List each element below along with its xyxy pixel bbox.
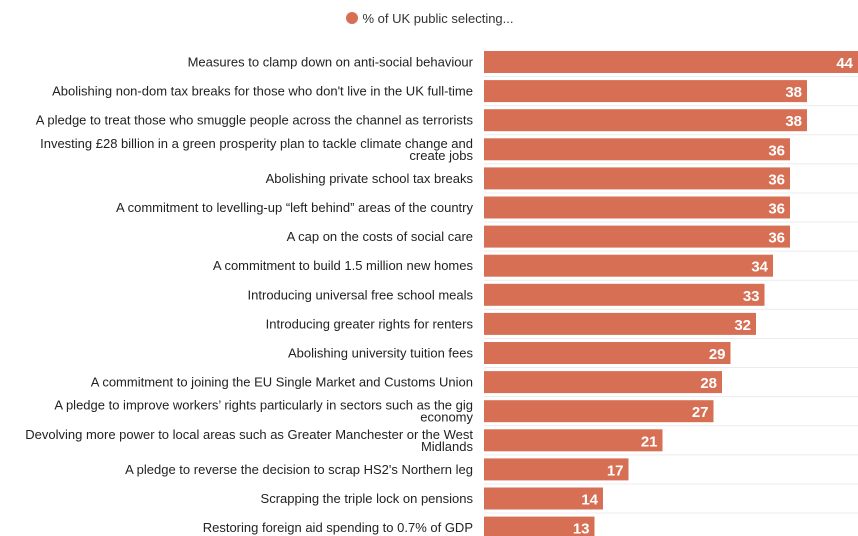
data-label: 33 xyxy=(743,288,760,305)
legend-item: % of UK public selecting... xyxy=(346,10,514,26)
data-label: 27 xyxy=(692,404,709,421)
legend-swatch-icon xyxy=(346,12,359,24)
data-label: 13 xyxy=(573,521,590,536)
data-label: 28 xyxy=(700,375,717,392)
bar xyxy=(484,458,629,481)
bar xyxy=(484,516,595,536)
category-label: Scrapping the triple lock on pensions xyxy=(261,491,474,506)
category-label: Investing £28 billion in a green prosper… xyxy=(40,136,473,163)
category-label: A cap on the costs of social care xyxy=(287,229,473,244)
bar xyxy=(484,487,603,510)
category-label: Abolishing private school tax breaks xyxy=(266,171,474,186)
category-label: A pledge to reverse the decision to scra… xyxy=(125,462,473,477)
category-label: Restoring foreign aid spending to 0.7% o… xyxy=(203,520,473,535)
data-label: 21 xyxy=(641,433,658,450)
bar xyxy=(484,196,790,219)
data-label: 44 xyxy=(836,55,853,72)
category-label: A commitment to build 1.5 million new ho… xyxy=(213,258,474,273)
chart-legend: % of UK public selecting... xyxy=(0,8,858,28)
bar xyxy=(484,283,765,306)
data-label: 29 xyxy=(709,346,726,363)
category-label: A commitment to joining the EU Single Ma… xyxy=(91,375,473,390)
data-label: 36 xyxy=(768,201,785,218)
category-label: Measures to clamp down on anti-social be… xyxy=(188,55,474,70)
bar xyxy=(484,429,663,452)
category-label: A commitment to levelling-up “left behin… xyxy=(116,200,473,215)
bar xyxy=(484,254,773,277)
data-label: 36 xyxy=(768,171,785,188)
bar xyxy=(484,51,858,73)
bar xyxy=(484,109,807,132)
data-label: 17 xyxy=(607,462,624,479)
category-label: A pledge to improve workers’ rights part… xyxy=(54,398,473,425)
bar xyxy=(484,225,790,248)
legend-label: % of UK public selecting... xyxy=(362,10,514,26)
data-label: 38 xyxy=(785,113,802,130)
category-label: Devolving more power to local areas such… xyxy=(25,427,473,454)
category-label: Introducing universal free school meals xyxy=(248,287,474,302)
category-label: Abolishing university tuition fees xyxy=(288,346,473,361)
bar xyxy=(484,371,722,394)
data-label: 36 xyxy=(768,230,785,247)
data-label: 34 xyxy=(751,259,768,276)
data-label: 36 xyxy=(768,142,785,159)
bar xyxy=(484,138,790,161)
bar xyxy=(484,400,714,423)
bar xyxy=(484,167,790,190)
data-label: 32 xyxy=(734,317,751,334)
category-label: Abolishing non-dom tax breaks for those … xyxy=(52,84,473,99)
category-label: A pledge to treat those who smuggle peop… xyxy=(36,113,474,128)
data-label: 38 xyxy=(785,84,802,101)
bar xyxy=(484,342,731,364)
data-label: 14 xyxy=(581,492,598,509)
category-label: Introducing greater rights for renters xyxy=(266,316,474,331)
bar xyxy=(484,312,756,335)
bar xyxy=(484,80,807,103)
